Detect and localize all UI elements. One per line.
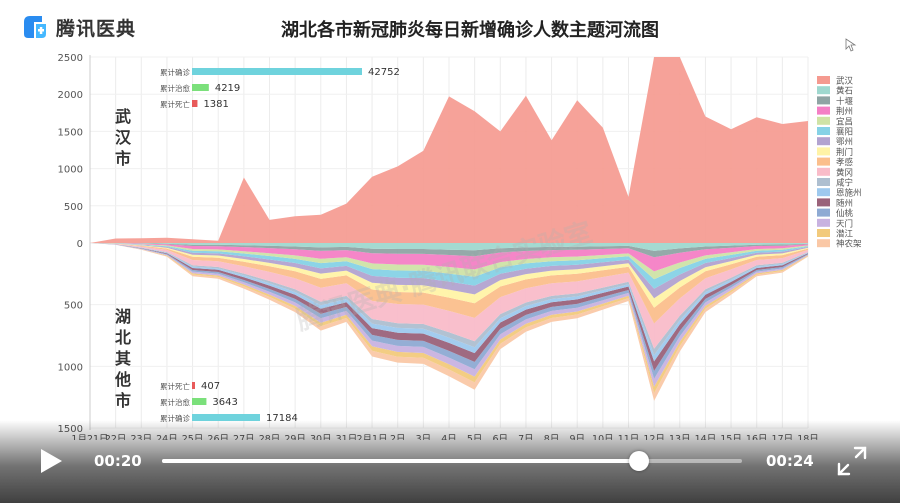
- total-time: 00:24: [766, 452, 814, 470]
- y-tick-label: 500: [64, 301, 83, 312]
- series-area-黄冈: [90, 243, 808, 349]
- legend-label: 十堰: [836, 96, 854, 107]
- legend-label: 天门: [836, 218, 853, 229]
- series-area-wuhan: [90, 57, 808, 243]
- annotation-value: 42752: [368, 67, 400, 78]
- chart-title: 湖北各市新冠肺炎每日新增确诊人数主题河流图: [281, 20, 659, 41]
- series-area-恩施州: [90, 243, 808, 362]
- annotation-label: 累计死亡: [160, 99, 190, 109]
- legend-swatch: [817, 96, 830, 105]
- legend-swatch: [817, 127, 830, 135]
- legend-label: 咸宁: [836, 178, 853, 189]
- series-area-咸宁: [90, 243, 808, 356]
- legend-swatch: [817, 188, 830, 197]
- series-area-十堰: [90, 243, 808, 258]
- series-area-随州: [90, 243, 808, 371]
- series-area-孝感: [90, 243, 808, 324]
- legend-swatch: [817, 208, 830, 217]
- wuhan-label-char: 汉: [114, 128, 131, 147]
- y-tick-label: 1500: [58, 127, 83, 138]
- legend-swatch: [817, 178, 830, 186]
- annotation-label: 累计治愈: [160, 83, 190, 93]
- streamgraph-chart: 25002000150010005000500100015001月21日22日2…: [58, 38, 862, 440]
- progress-knob[interactable]: [629, 451, 650, 471]
- y-tick-label: 2500: [58, 53, 83, 64]
- mouse-cursor-icon: [845, 38, 857, 52]
- y-tick-label: 500: [64, 202, 83, 213]
- annotation-label: 累计治愈: [160, 397, 190, 407]
- legend-swatch: [817, 218, 830, 227]
- other-cities-label: 湖 北 其 他 市: [113, 306, 133, 411]
- legend-label: 仙桃: [836, 208, 854, 219]
- fullscreen-icon[interactable]: [836, 445, 868, 477]
- legend-label: 恩施州: [836, 188, 862, 199]
- legend-label: 神农架: [836, 239, 862, 250]
- legend-swatch: [817, 137, 830, 146]
- legend-swatch: [817, 198, 830, 207]
- annotation-label: 累计确诊: [160, 413, 190, 423]
- logo-text: 腾讯医典: [56, 17, 137, 40]
- legend-label: 黄石: [836, 86, 853, 97]
- legend-swatch: [817, 167, 830, 176]
- annotation-value: 17184: [266, 413, 298, 424]
- series-area-荆州: [90, 243, 808, 272]
- legend-label: 武汉: [836, 76, 854, 87]
- annotation-value: 1381: [203, 99, 228, 110]
- legend-swatch: [817, 157, 830, 166]
- y-tick-label: 1000: [58, 362, 83, 373]
- series-area-荆门: [90, 243, 808, 308]
- annotation-value: 407: [201, 381, 220, 392]
- series-area-仙桃: [90, 243, 808, 379]
- series-area-鄂州: [90, 243, 808, 299]
- annotation-label: 累计确诊: [160, 67, 190, 77]
- annotation-bar: [192, 382, 195, 389]
- y-tick-label: 0: [77, 239, 83, 250]
- other-cities-label-char: 湖: [114, 307, 131, 326]
- series-area-黄石: [90, 243, 808, 251]
- other-cities-label-char: 其: [114, 349, 131, 368]
- other-cities-label-char: 北: [114, 328, 131, 347]
- legend-swatch: [817, 106, 830, 115]
- series-area-天门: [90, 243, 808, 387]
- legend-label: 随州: [836, 198, 853, 209]
- other-cities-label-char: 市: [114, 391, 131, 410]
- wuhan-label-char: 武: [114, 107, 131, 126]
- series-area-襄阳: [90, 243, 808, 289]
- legend-swatch: [817, 116, 830, 125]
- annotation-label: 累计死亡: [160, 381, 190, 391]
- legend-label: 宜昌: [836, 116, 853, 127]
- legend-label: 荆门: [836, 147, 853, 158]
- legend-swatch: [817, 229, 830, 237]
- legend-swatch: [817, 239, 830, 248]
- legend-label: 鄂州: [836, 138, 853, 148]
- wuhan-label: 武 汉 市: [113, 106, 133, 169]
- progress-bar[interactable]: [162, 451, 742, 471]
- legend-swatch: [817, 76, 830, 84]
- y-tick-label: 1000: [58, 165, 83, 176]
- y-tick-label: 2000: [58, 90, 83, 101]
- annotation-value: 3643: [212, 397, 237, 408]
- other-cities-label-char: 他: [114, 370, 131, 389]
- wuhan-label-char: 市: [114, 149, 131, 168]
- annotation-bar: [192, 100, 198, 107]
- series-area-宜昌: [90, 243, 808, 280]
- annotation-value: 4219: [215, 83, 240, 94]
- legend-label: 荆州: [836, 106, 853, 117]
- annotation-bar: [192, 84, 209, 91]
- annotation-bar: [192, 414, 260, 421]
- legend-label: 孝感: [836, 157, 854, 168]
- progress-fill: [162, 459, 640, 463]
- legend-swatch: [817, 86, 830, 95]
- annotation-bar: [192, 398, 207, 405]
- annotation-bar: [192, 68, 362, 75]
- legend-label: 黄冈: [836, 167, 853, 178]
- legend-label: 襄阳: [836, 127, 853, 138]
- legend-swatch: [817, 147, 830, 156]
- current-time: 00:20: [94, 452, 142, 470]
- logo-mark-icon: [24, 16, 46, 38]
- legend-label: 潜江: [836, 229, 854, 240]
- play-icon[interactable]: [38, 447, 64, 475]
- logo: 腾讯医典: [20, 10, 136, 44]
